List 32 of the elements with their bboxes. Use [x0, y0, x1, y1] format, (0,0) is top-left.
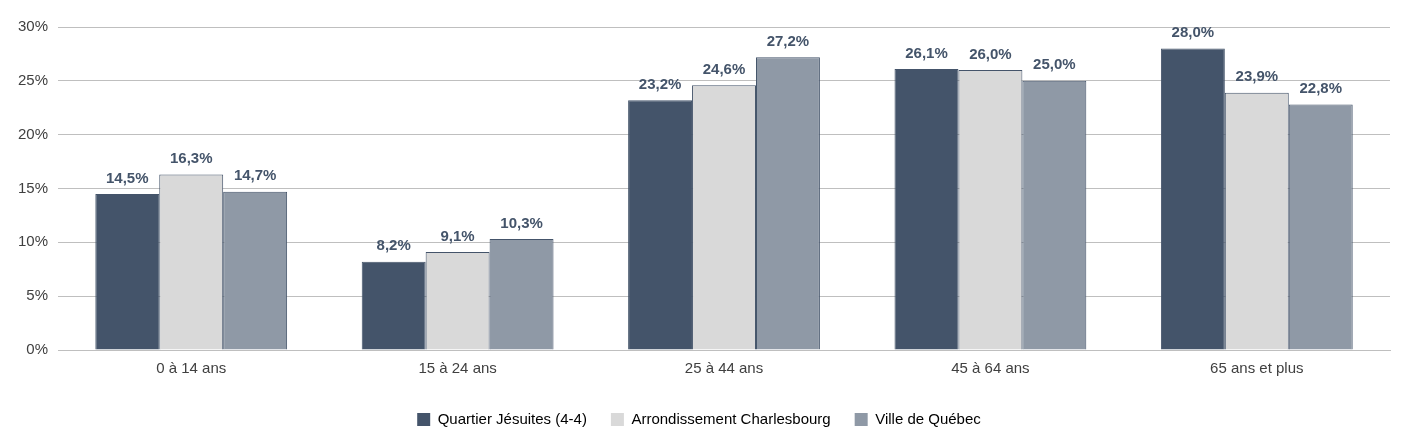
data-label: 27,2% — [766, 31, 810, 49]
y-tick-label: 5% — [26, 286, 49, 304]
x-tick-label: 25 à 44 ans — [684, 359, 764, 377]
bar — [628, 100, 693, 350]
x-tick-label: 65 ans et plus — [1210, 359, 1304, 377]
data-label: 26,0% — [969, 44, 1012, 62]
data-label: 10,3% — [500, 213, 543, 231]
y-tick-label: 30% — [17, 17, 49, 35]
y-tick-label: 0% — [26, 340, 49, 358]
data-label: 14,7% — [233, 166, 277, 184]
data-label: 23,9% — [1235, 67, 1279, 85]
data-label: 26,1% — [905, 43, 948, 61]
legend-label: Quartier Jésuites (4-4) — [437, 409, 587, 427]
legend-label: Ville de Québec — [875, 409, 982, 427]
data-label: 28,0% — [1171, 23, 1215, 41]
data-label: 9,1% — [440, 226, 475, 244]
data-label: 14,5% — [106, 168, 149, 186]
y-tick-label: 10% — [17, 232, 49, 250]
x-tick-label: 0 à 14 ans — [156, 359, 227, 377]
data-label: 23,2% — [638, 74, 682, 92]
y-tick-label: 25% — [17, 70, 49, 88]
x-tick-label: 15 à 24 ans — [418, 359, 497, 377]
x-tick-label: 45 à 64 ans — [951, 359, 1030, 377]
y-tick-label: 20% — [17, 124, 49, 142]
bar — [95, 193, 160, 350]
data-label: 8,2% — [376, 236, 411, 254]
data-label: 24,6% — [702, 59, 746, 77]
data-label: 22,8% — [1299, 79, 1343, 97]
data-label: 16,3% — [169, 149, 213, 167]
legend-label: Arrondissement Charlesbourg — [631, 409, 831, 427]
data-label: 25,0% — [1033, 55, 1076, 73]
y-tick-label: 15% — [17, 178, 49, 196]
